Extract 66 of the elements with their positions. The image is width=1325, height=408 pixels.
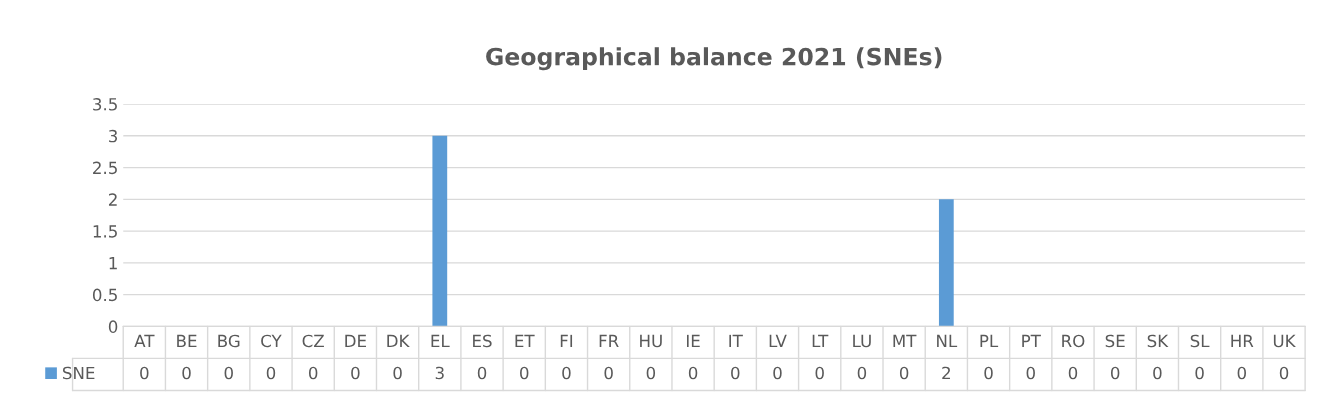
x-tick-label: PT: [1022, 334, 1041, 348]
x-tick-label: PL: [980, 334, 999, 348]
x-tick-label: RO: [1062, 334, 1085, 348]
data-label: 0: [1279, 366, 1289, 380]
x-tick-label: FI: [560, 334, 573, 348]
x-tick-label: DE: [345, 334, 366, 348]
data-label: 0: [224, 366, 233, 380]
x-tick-label: HU: [640, 334, 662, 348]
y-tick-label: 2.5: [93, 161, 117, 175]
x-tick-label: SL: [1190, 334, 1210, 348]
data-label: 0: [773, 366, 782, 380]
y-tick-label: 3.5: [93, 98, 117, 111]
data-label: 0: [731, 366, 740, 380]
x-tick-label: ET: [515, 334, 535, 348]
data-label: 0: [182, 366, 191, 380]
data-label: 0: [308, 366, 318, 380]
x-tick-label: CZ: [302, 334, 324, 348]
data-label: 0: [815, 366, 824, 380]
data-label: 0: [899, 366, 909, 380]
y-tick-label: 0.5: [92, 288, 117, 302]
x-tick-label: BG: [218, 334, 240, 348]
y-tick-label: 1.5: [93, 225, 117, 238]
data-label: 0: [1195, 366, 1204, 380]
data-label: 0: [1068, 366, 1078, 380]
x-tick-label: IT: [729, 334, 743, 348]
x-tick-label: HR: [1231, 334, 1254, 348]
x-tick-label: FR: [599, 334, 619, 348]
data-label: 0: [266, 366, 276, 380]
y-tick-label: 1: [109, 257, 117, 270]
x-tick-label: DK: [387, 334, 410, 348]
data-label: 0: [351, 366, 360, 380]
data-label: 0: [520, 366, 529, 380]
x-tick-label: ES: [473, 334, 492, 348]
x-tick-label: EL: [431, 334, 450, 348]
y-tick-label: 0: [108, 320, 118, 333]
data-label: 0: [1237, 366, 1246, 380]
legend-label: SNE: [62, 366, 95, 380]
x-tick-label: NL: [937, 334, 958, 348]
chart-title: Geographical balance 2021 (SNEs): [486, 47, 942, 71]
data-label: 0: [1110, 366, 1120, 380]
x-tick-label: UK: [1273, 334, 1296, 348]
x-tick-label: IE: [686, 334, 700, 348]
x-tick-label: SK: [1147, 334, 1169, 348]
y-tick-label: 2: [108, 193, 117, 206]
data-label: 0: [140, 366, 149, 380]
data-label: 0: [646, 366, 656, 380]
data-label: 2: [942, 366, 950, 380]
x-tick-label: BE: [177, 334, 197, 348]
x-tick-label: LT: [812, 334, 829, 348]
data-label: 0: [1153, 366, 1162, 380]
data-label: 0: [1026, 366, 1035, 380]
x-tick-label: SE: [1105, 334, 1125, 348]
x-tick-label: LV: [769, 334, 787, 348]
x-tick-label: AT: [134, 334, 155, 348]
data-label: 0: [562, 366, 571, 380]
x-tick-label: CY: [261, 334, 282, 348]
x-tick-label: LU: [853, 334, 871, 348]
data-label: 0: [984, 366, 993, 380]
data-label: 0: [477, 366, 487, 380]
x-tick-label: MT: [893, 334, 917, 348]
data-label: 0: [857, 366, 867, 380]
y-tick-label: 3: [109, 129, 118, 143]
data-label: 0: [604, 366, 613, 380]
data-label: 0: [393, 366, 402, 380]
data-label: 3: [435, 366, 444, 380]
data-label: 0: [688, 366, 698, 380]
